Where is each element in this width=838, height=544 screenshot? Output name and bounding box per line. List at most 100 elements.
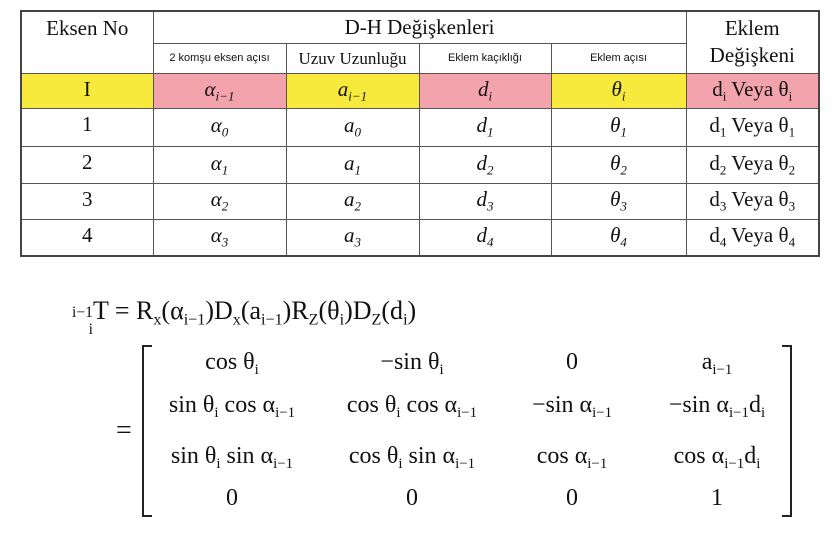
math-text: a (343, 223, 355, 248)
subscript: 2 (719, 162, 727, 178)
subscript: 3 (620, 198, 627, 214)
table-row: 1 α0 a0 d1 θ1 d1 Veya θ1 (20, 107, 820, 147)
math-text: d (709, 187, 720, 212)
math-text: )D (344, 296, 372, 325)
subscript: i−1 (592, 405, 613, 422)
subscript: 2 (620, 162, 627, 178)
superscript: i−1 (72, 304, 93, 322)
math-text: θ (778, 113, 789, 138)
math-text: a (343, 113, 355, 138)
subscript: i−1 (455, 456, 476, 473)
math-text: cos θ (346, 392, 397, 418)
math-text: cos θ (348, 443, 399, 469)
subscript: i−1 (729, 405, 749, 422)
subscript: i (88, 320, 93, 338)
math-text: sin α (402, 443, 456, 469)
matrix-cell: cos θi sin αi−1 (349, 443, 475, 473)
joint-cell: d3 Veya θ3 (685, 182, 820, 220)
math-text: −sin θ (380, 349, 440, 375)
math-text: θ (611, 76, 622, 101)
subscript: Z (308, 311, 319, 329)
matrix-cell: ai−1 (702, 349, 733, 379)
math-text: Veya (726, 150, 779, 175)
math-text: )R (282, 296, 309, 325)
param-cell: θ4 (550, 218, 687, 257)
math-text: θ (610, 113, 621, 138)
math-text: sin θ (168, 392, 215, 418)
subscript: 2 (221, 198, 229, 214)
subscript: i (439, 362, 444, 379)
math-text: d (748, 392, 761, 418)
param-cell: d4 (418, 218, 552, 257)
subscript: i (254, 362, 259, 379)
subscript: i (760, 405, 766, 422)
equals-sign: = (116, 415, 132, 446)
matrix-cell: 0 (226, 485, 238, 512)
subheader-cell: Eklem kaçıklığı (418, 42, 552, 74)
matrix-cell: −sin αi−1di (669, 392, 765, 422)
subscript: i (722, 88, 727, 104)
matrix-cell: sin θi cos αi−1 (169, 392, 295, 422)
subscript: i−1 (215, 88, 235, 104)
subscript: 0 (354, 124, 361, 140)
math-text: sin α (220, 443, 274, 469)
math-text: 0 (226, 485, 238, 511)
param-cell: d2 (418, 145, 552, 184)
param-cell: α3 (152, 218, 287, 257)
math-text: −sin α (531, 392, 593, 418)
axis-cell: 3 (20, 182, 154, 220)
matrix-row: sin θi cos αi−1 cos θi cos αi−1 −sin αi−1−… (144, 392, 790, 432)
math-text: (a (240, 296, 262, 325)
math-text: )D (205, 296, 233, 325)
joint-cell: d4 Veya θ4 (685, 218, 820, 257)
subscript: i−1 (457, 405, 478, 422)
matrix-cell: 0 (406, 485, 418, 512)
math-text: d (709, 113, 720, 138)
subscript: 1 (719, 124, 727, 140)
subscript: i (488, 88, 493, 104)
matrix-cell: cos αi−1di (674, 443, 761, 473)
math-text: d (744, 443, 757, 469)
subscript: x (232, 311, 241, 329)
math-text: −sin α (668, 392, 730, 418)
matrix-cell: −sin αi−1 (532, 392, 612, 422)
math-text: α (210, 113, 222, 138)
matrix-cell: cos θi cos αi−1 (347, 392, 477, 422)
subscript: 3 (719, 198, 727, 214)
math-text: Veya (726, 223, 779, 248)
param-cell: αi−1 (152, 72, 287, 109)
subheader-cell: 2 komşu eksen açısı (152, 42, 287, 74)
joint-cell: di Veya θi (685, 72, 820, 109)
param-cell: α2 (152, 182, 287, 220)
math-text: α (210, 187, 222, 212)
subscript: i (216, 456, 221, 473)
math-text: a (343, 150, 355, 175)
subscript: i (756, 456, 761, 473)
subscript: i−1 (587, 456, 608, 473)
math-text: d (476, 150, 487, 175)
param-cell: di (418, 72, 552, 109)
table-row: 2 α1 a1 d2 θ2 d2 Veya θ2 (20, 145, 820, 184)
subscript: Z (371, 311, 382, 329)
math-text: d (476, 223, 487, 248)
header-row: Eksen No D-H Değişkenleri Eklem Değişkeni (20, 10, 820, 74)
joint-cell: d2 Veya θ2 (685, 145, 820, 184)
subscript: 3 (486, 198, 494, 214)
matrix-row: 0 0 0 1 (144, 485, 790, 525)
param-cell: θi (550, 72, 687, 109)
subscript: 0 (221, 124, 229, 140)
param-cell: θ1 (550, 107, 687, 147)
param-cell: d3 (418, 182, 552, 220)
subscript: 1 (221, 162, 229, 178)
math-text: (d (381, 296, 404, 325)
subscript: 4 (719, 235, 727, 251)
header-cell: Eksen No (20, 10, 154, 74)
math-text: 0 (566, 485, 578, 511)
subheader-row: 2 komşu eksen açısı Uzuv Uzunluğu Eklem ka… (21, 42, 819, 74)
header-cell: D-H Değişkenleri (152, 10, 687, 44)
subscript: i−1 (261, 311, 283, 329)
subscript: 4 (788, 235, 796, 251)
math-text: a (337, 76, 349, 101)
subheader-cell: Eklem açısı (550, 42, 687, 74)
